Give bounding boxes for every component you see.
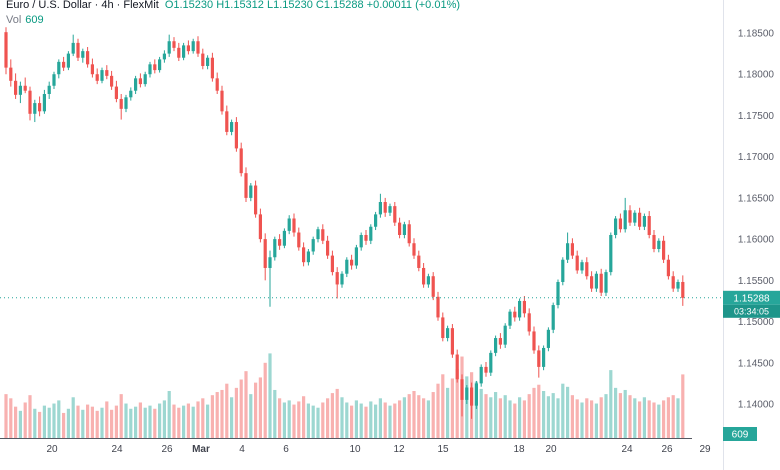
- svg-text:1.17500: 1.17500: [738, 111, 775, 122]
- svg-text:4: 4: [239, 444, 245, 455]
- svg-text:609: 609: [732, 429, 749, 440]
- svg-text:26: 26: [161, 444, 173, 455]
- svg-text:24: 24: [111, 444, 123, 455]
- svg-text:15: 15: [437, 444, 449, 455]
- svg-text:20: 20: [545, 444, 557, 455]
- ohlc-values: O1.15230 H1.15312 L1.15230 C1.15288 +0.0…: [164, 0, 461, 11]
- svg-text:1.15000: 1.15000: [738, 317, 775, 328]
- symbol-row[interactable]: Euro / U.S. Dollar · 4h · FlexMit O1.1523…: [6, 0, 460, 12]
- svg-text:18: 18: [513, 444, 525, 455]
- svg-text:26: 26: [661, 444, 673, 455]
- time-axis[interactable]: 20 24 26 Mar 4 6 10 12 15 18 20 24 26 29: [46, 444, 711, 455]
- svg-text:12: 12: [393, 444, 405, 455]
- last-price-badge: [723, 290, 780, 305]
- svg-text:1.18500: 1.18500: [738, 29, 775, 40]
- volume-value: 609: [25, 14, 44, 26]
- svg-text:6: 6: [283, 444, 289, 455]
- last-volume-badge: [723, 427, 757, 441]
- svg-text:Mar: Mar: [192, 444, 210, 455]
- candle-series: [4, 27, 685, 419]
- svg-text:1.15288: 1.15288: [733, 293, 770, 304]
- svg-text:03:34:05: 03:34:05: [734, 307, 769, 317]
- svg-text:1.14500: 1.14500: [738, 358, 775, 369]
- symbol-title[interactable]: Euro / U.S. Dollar · 4h · FlexMit: [6, 0, 159, 11]
- chart-legend: Euro / U.S. Dollar · 4h · FlexMit O1.1523…: [6, 0, 460, 27]
- price-axis[interactable]: 1.18500 1.18000 1.17500 1.17000 1.16500 1.160…: [738, 29, 775, 411]
- svg-text:24: 24: [621, 444, 633, 455]
- volume-series: [4, 353, 685, 438]
- svg-text:1.18000: 1.18000: [738, 70, 775, 81]
- svg-text:1.16500: 1.16500: [738, 193, 775, 204]
- volume-label: Vol: [6, 14, 22, 26]
- countdown-badge: [723, 304, 780, 318]
- svg-text:20: 20: [46, 444, 58, 455]
- svg-text:1.15500: 1.15500: [738, 276, 775, 287]
- svg-text:1.16000: 1.16000: [738, 235, 775, 246]
- svg-text:1.14000: 1.14000: [738, 400, 775, 411]
- svg-text:10: 10: [349, 444, 361, 455]
- svg-text:29: 29: [699, 444, 711, 455]
- volume-row[interactable]: Vol 609: [6, 12, 460, 27]
- svg-text:1.17000: 1.17000: [738, 152, 775, 163]
